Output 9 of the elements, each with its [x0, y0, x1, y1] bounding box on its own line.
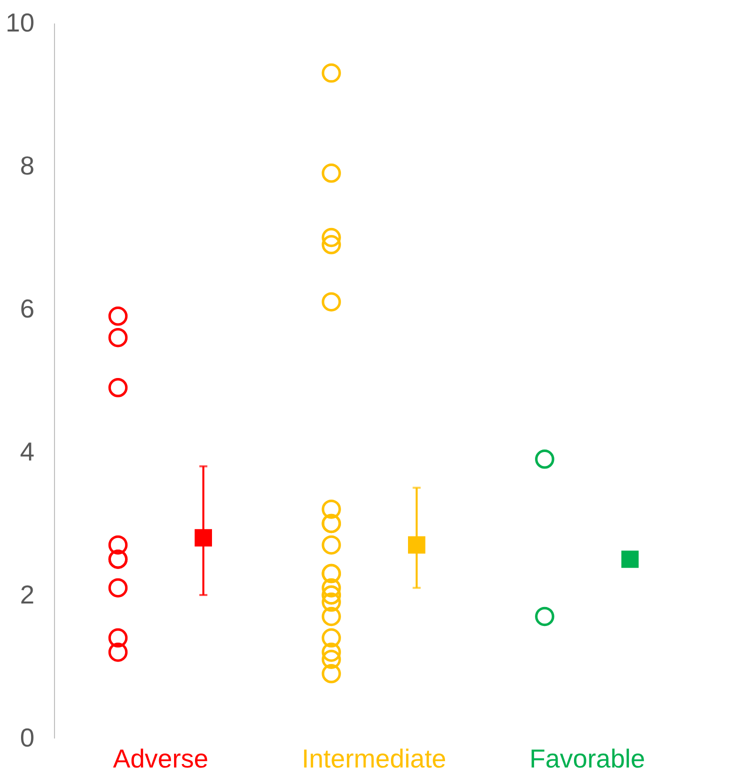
y-tick-label: 2 [20, 580, 34, 610]
x-tick-label: Favorable [530, 744, 646, 774]
y-tick-label: 8 [20, 150, 34, 180]
x-tick-label: Intermediate [302, 744, 446, 774]
x-tick-label: Adverse [112, 744, 208, 774]
y-tick-label: 4 [20, 436, 34, 466]
y-tick-label: 6 [20, 294, 34, 324]
y-tick-label: 0 [20, 722, 34, 752]
y-tick-label: 10 [6, 8, 34, 38]
